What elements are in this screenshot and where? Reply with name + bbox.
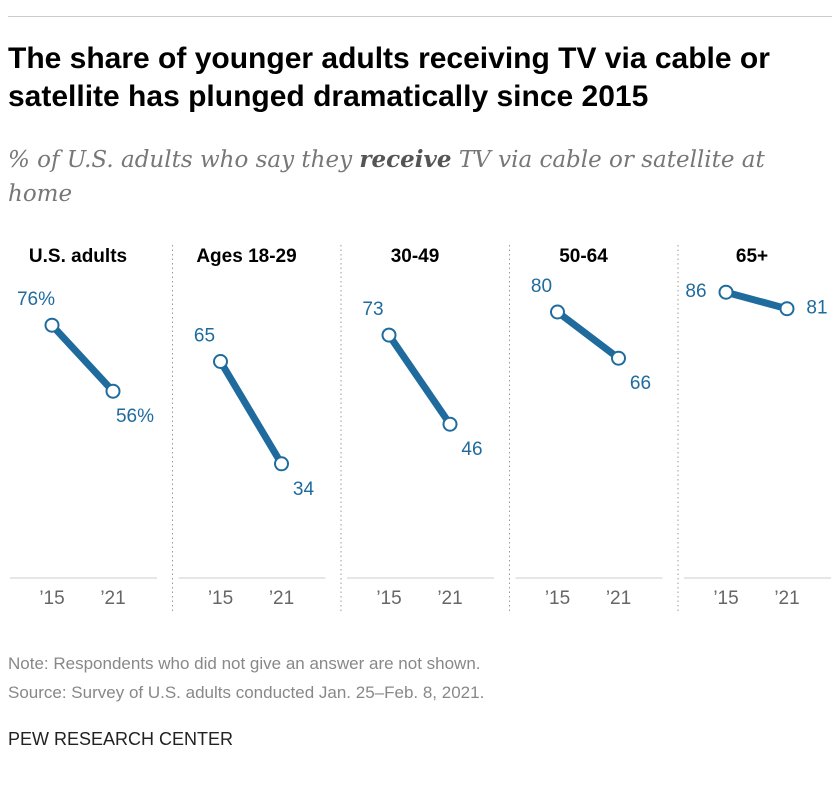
line bbox=[722, 288, 791, 313]
x-tick-label: ’15 bbox=[208, 588, 233, 609]
point bbox=[381, 327, 397, 343]
point bbox=[550, 304, 565, 320]
x-tick-label: ’21 bbox=[606, 588, 631, 609]
point bbox=[274, 456, 289, 472]
x-tick-label: ’21 bbox=[437, 588, 462, 609]
panel-title: 30-49 bbox=[391, 246, 440, 267]
value-label: 66 bbox=[630, 373, 651, 394]
subtitle: % of U.S. adults who say they receive TV… bbox=[8, 143, 808, 211]
value-label: 86 bbox=[685, 281, 706, 302]
panel-title: U.S. adults bbox=[29, 246, 127, 267]
point bbox=[105, 383, 121, 399]
panel-title: 65+ bbox=[736, 246, 768, 267]
point bbox=[44, 317, 60, 333]
value-label: 56% bbox=[116, 406, 154, 427]
value-label: 81 bbox=[806, 298, 827, 319]
value-label: 73 bbox=[362, 299, 383, 320]
title: The share of younger adults receiving TV… bbox=[8, 42, 770, 113]
line bbox=[48, 321, 117, 395]
subtitle-text: TV via cable or satellite at home bbox=[8, 147, 765, 207]
panel-title: Ages 18-29 bbox=[196, 246, 296, 267]
panel-title: 50-64 bbox=[559, 246, 608, 267]
value-label: 80 bbox=[531, 276, 552, 297]
value-label: 46 bbox=[461, 439, 482, 460]
value-label: 34 bbox=[293, 479, 315, 500]
brand: PEW RESEARCH CENTER bbox=[8, 729, 234, 749]
point bbox=[213, 354, 228, 369]
x-tick-label: ’15 bbox=[39, 588, 64, 609]
subtitle-text: % of U.S. adults who say they bbox=[8, 147, 360, 173]
point bbox=[718, 284, 734, 300]
point bbox=[442, 416, 458, 432]
x-tick-label: ’21 bbox=[269, 588, 294, 609]
point bbox=[779, 301, 795, 317]
line bbox=[385, 331, 454, 428]
line bbox=[554, 308, 622, 362]
top-rule bbox=[8, 16, 832, 17]
line bbox=[217, 358, 285, 468]
source: Source: Survey of U.S. adults conducted … bbox=[8, 683, 485, 702]
point bbox=[611, 350, 626, 366]
x-tick-label: ’15 bbox=[713, 588, 738, 609]
x-tick-label: ’15 bbox=[376, 588, 401, 609]
value-label: 65 bbox=[194, 326, 215, 347]
x-tick-label: ’21 bbox=[100, 588, 125, 609]
note: Note: Respondents who did not give an an… bbox=[8, 654, 481, 673]
subtitle-emphasis: receive bbox=[359, 146, 452, 173]
x-tick-label: ’15 bbox=[545, 588, 570, 609]
x-tick-label: ’21 bbox=[774, 588, 799, 609]
value-label: 76% bbox=[17, 289, 55, 310]
